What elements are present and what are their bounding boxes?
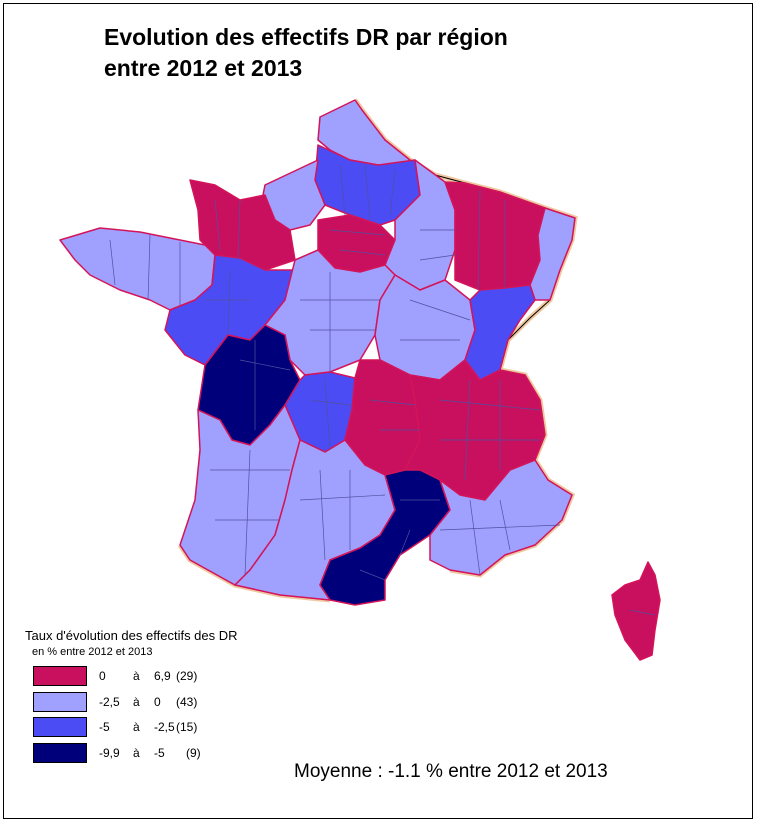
map-title: Evolution des effectifs DR par région en… bbox=[104, 22, 508, 84]
legend-high: 0 bbox=[154, 695, 161, 709]
legend-swatch bbox=[33, 743, 87, 763]
legend-swatch bbox=[33, 717, 87, 737]
legend-sep: à bbox=[133, 746, 140, 760]
legend-swatch bbox=[33, 666, 87, 686]
legend-low: 0 bbox=[99, 669, 106, 683]
region-lorraine bbox=[444, 181, 546, 291]
legend-count: (43) bbox=[176, 695, 198, 709]
map-title-line-1: Evolution des effectifs DR par région bbox=[104, 24, 508, 50]
legend-high: -2,5 bbox=[154, 720, 175, 734]
legend-high: -5 bbox=[154, 746, 165, 760]
legend-count: (29) bbox=[176, 669, 198, 683]
legend-sep: à bbox=[133, 695, 140, 709]
region-alsace bbox=[529, 207, 576, 301]
regions-layer bbox=[59, 99, 661, 661]
legend-low: -5 bbox=[99, 720, 110, 734]
department-boundaries bbox=[109, 164, 656, 616]
legend-swatch bbox=[33, 692, 87, 712]
legend-title: Taux d'évolution des effectifs des DR bbox=[25, 628, 238, 643]
legend-count: (15) bbox=[176, 720, 198, 734]
legend-low: -2,5 bbox=[99, 695, 120, 709]
legend-low: -9,9 bbox=[99, 746, 120, 760]
legend-sep: à bbox=[133, 669, 140, 683]
map-frame bbox=[3, 3, 753, 819]
region-languedoc-roussillon bbox=[319, 469, 451, 606]
region-provence-alpes-cote-d-azur bbox=[429, 459, 573, 576]
region-franche-comte bbox=[464, 284, 536, 381]
legend-subtitle: en % entre 2012 et 2013 bbox=[32, 646, 153, 658]
map-title-line-2: entre 2012 et 2013 bbox=[104, 55, 303, 81]
legend-sep: à bbox=[133, 720, 140, 734]
region-bretagne bbox=[59, 227, 216, 311]
average-note: Moyenne : -1.1 % entre 2012 et 2013 bbox=[294, 761, 608, 782]
legend-high: 6,9 bbox=[154, 669, 171, 683]
legend-count: (9) bbox=[186, 746, 201, 760]
